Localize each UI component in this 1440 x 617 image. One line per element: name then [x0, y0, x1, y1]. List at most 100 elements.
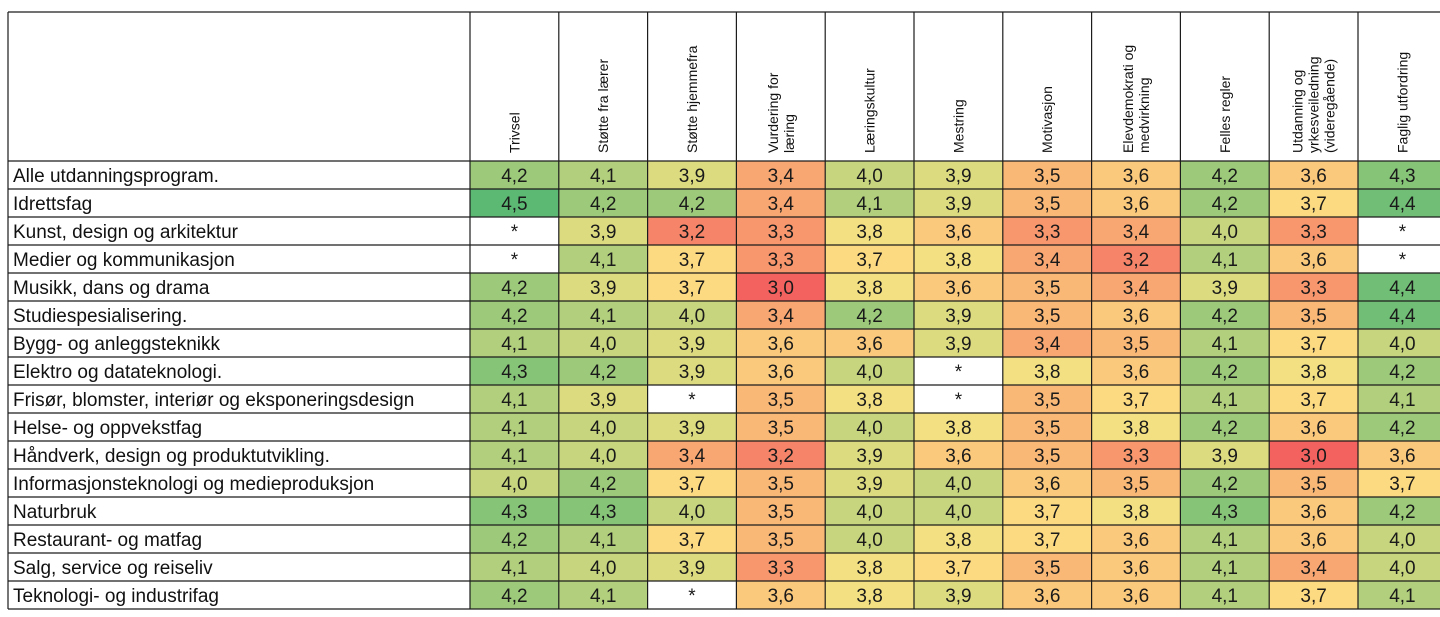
- heatmap-cell: [1002, 273, 1092, 301]
- heatmap-cell: [736, 525, 826, 553]
- heatmap-cell: [1002, 553, 1092, 581]
- heatmap-cell: [647, 329, 737, 357]
- cell-value: 3,7: [1034, 502, 1060, 523]
- heatmap-cell: [647, 189, 737, 217]
- cell-value: 3,5: [768, 530, 794, 551]
- cell-value: 4,0: [590, 446, 616, 467]
- heatmap-cell: [647, 273, 737, 301]
- heatmap-cell: [825, 329, 914, 357]
- cell-value: 3,5: [1034, 390, 1060, 411]
- row-label: Frisør, blomster, interiør og eksponerin…: [13, 390, 414, 411]
- column-header: Støtte fra lærer: [595, 59, 611, 153]
- cell-value: 3,6: [768, 334, 794, 355]
- heatmap-cell: [914, 217, 1003, 245]
- heatmap-cell: [825, 497, 914, 525]
- heatmap-cell: [1002, 385, 1092, 413]
- heatmap-cell: [914, 525, 1003, 553]
- cell-value: 3,6: [1123, 306, 1149, 327]
- cell-value: 3,9: [945, 166, 971, 187]
- cell-value: 3,7: [1300, 334, 1326, 355]
- heatmap-cell: [914, 189, 1003, 217]
- cell-value: 3,3: [768, 222, 794, 243]
- heatmap-cell: [1358, 581, 1440, 609]
- row-label: Alle utdanningsprogram.: [13, 166, 219, 187]
- heatmap-cell: [825, 525, 914, 553]
- heatmap-cell: [1180, 469, 1270, 497]
- heatmap-cell: [647, 217, 737, 245]
- heatmap-cell: [914, 245, 1003, 273]
- cell-value: 3,5: [1300, 306, 1326, 327]
- heatmap-cell: [647, 385, 737, 413]
- heatmap-cell: [470, 469, 559, 497]
- heatmap-cell: [470, 357, 559, 385]
- column-header: Elevdemokrati ogmedvirkning: [1120, 45, 1152, 153]
- heatmap-cell: [1091, 357, 1181, 385]
- heatmap-cell: [1002, 525, 1092, 553]
- cell-value: 4,0: [679, 502, 705, 523]
- heatmap-cell: [647, 469, 737, 497]
- heatmap-cell: [1358, 525, 1440, 553]
- cell-value: 4,0: [1389, 530, 1415, 551]
- heatmap-cell: [558, 581, 648, 609]
- heatmap-cell: [1091, 301, 1181, 329]
- cell-value: 3,4: [1123, 222, 1150, 243]
- heatmap-cell: [914, 385, 1003, 413]
- cell-value: 3,7: [679, 278, 705, 299]
- heatmap-cell: [1180, 441, 1270, 469]
- row-label: Kunst, design og arkitektur: [13, 222, 239, 243]
- heatmap-cell: [558, 329, 648, 357]
- cell-value: 3,4: [1123, 278, 1150, 299]
- heatmap-cell: [1358, 273, 1440, 301]
- cell-value: 3,9: [945, 194, 971, 215]
- cell-value: 3,8: [856, 222, 882, 243]
- cell-value: 3,5: [1034, 194, 1060, 215]
- heatmap-cell: [736, 385, 826, 413]
- cell-value: 3,8: [1123, 418, 1149, 439]
- heatmap-cell: [825, 413, 914, 441]
- heatmap-cell: [1002, 301, 1092, 329]
- heatmap-cell: [914, 301, 1003, 329]
- cell-value: 3,8: [856, 558, 882, 579]
- cell-value: 3,7: [856, 250, 882, 271]
- row-label: Musikk, dans og drama: [13, 278, 210, 299]
- cell-value: 4,1: [590, 586, 616, 607]
- heatmap-cell: [914, 581, 1003, 609]
- cell-value: 4,5: [501, 194, 527, 215]
- heatmap-cell: [1091, 245, 1181, 273]
- heatmap-cell: [558, 385, 648, 413]
- cell-value: 4,1: [590, 250, 616, 271]
- cell-value: 4,2: [1212, 194, 1238, 215]
- heatmap-cell: [558, 217, 648, 245]
- cell-value: 3,5: [1034, 418, 1060, 439]
- heatmap-cell: [825, 553, 914, 581]
- heatmap-cell: [647, 413, 737, 441]
- heatmap-cell: [1180, 581, 1270, 609]
- heatmap-cell: [470, 217, 559, 245]
- heatmap-cell: [647, 357, 737, 385]
- cell-value: 3,4: [768, 194, 795, 215]
- cell-value: 3,8: [856, 278, 882, 299]
- heatmap-cell: [558, 553, 648, 581]
- cell-value: 3,8: [856, 390, 882, 411]
- heatmap-cell: [1358, 301, 1440, 329]
- heatmap-cell: [825, 581, 914, 609]
- cell-value: 4,2: [501, 166, 527, 187]
- cell-value: 4,1: [1389, 586, 1415, 607]
- heatmap-cell: [825, 161, 914, 189]
- cell-value: 3,6: [1300, 418, 1326, 439]
- cell-value: *: [955, 362, 963, 383]
- heatmap-cell: [1269, 525, 1358, 553]
- heatmap-cell: [1002, 581, 1092, 609]
- heatmap-cell: [914, 273, 1003, 301]
- cell-value: 4,1: [590, 306, 616, 327]
- heatmap-cell: [1269, 497, 1358, 525]
- heatmap-cell: [1002, 357, 1092, 385]
- heatmap-cell: [1269, 441, 1358, 469]
- cell-value: 4,0: [945, 474, 971, 495]
- heatmap-cell: [1269, 385, 1358, 413]
- cell-value: 4,2: [1212, 166, 1238, 187]
- cell-value: 3,6: [1300, 250, 1326, 271]
- heatmap-cell: [1358, 357, 1440, 385]
- column-header: Felles regler: [1217, 76, 1233, 153]
- heatmap-cell: [1358, 189, 1440, 217]
